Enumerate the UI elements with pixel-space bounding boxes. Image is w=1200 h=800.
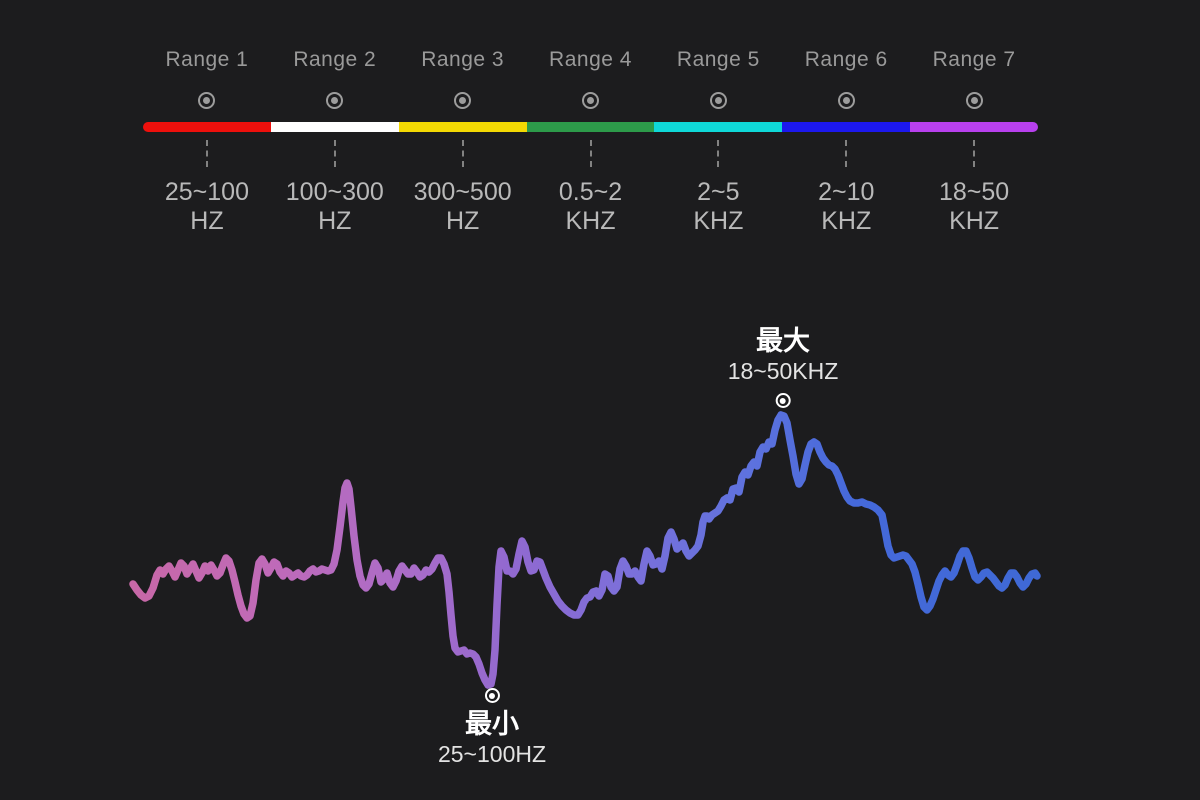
tick-mark-6 — [845, 140, 848, 167]
range-radio-icon-1[interactable] — [198, 92, 216, 109]
range-radios-row — [143, 92, 1038, 114]
min-marker-icon — [484, 688, 500, 703]
frequency-response-curve — [129, 411, 1041, 689]
frequency-color-bar — [143, 122, 1038, 132]
tick-marks-row — [143, 140, 1038, 170]
bar-segment-4 — [526, 122, 655, 132]
min-annotation: 最小 25~100HZ — [438, 688, 546, 768]
max-label: 最大 — [755, 326, 810, 356]
range-frequency-label-7: 18~50 KHZ — [938, 178, 1010, 235]
range-labels-row: Range 1 Range 2 Range 3 Range 4 Range 5 Range… — [143, 48, 1038, 72]
tick-mark-4 — [589, 140, 592, 167]
max-range-label: 18~50KHZ — [727, 358, 839, 384]
bar-segment-6 — [782, 122, 911, 132]
range-frequency-label-1: 25~100 HZ — [164, 178, 249, 235]
frequency-range-scale: Range 1 Range 2 Range 3 Range 4 Range 5 Range… — [143, 48, 1038, 258]
range-radio-icon-4[interactable] — [582, 92, 599, 109]
max-annotation: 最大 18~50KHZ — [727, 326, 839, 408]
range-label-2: Range 2 — [293, 48, 377, 71]
range-frequency-label-4: 0.5~2 KHZ — [558, 178, 623, 235]
range-radio-icon-6[interactable] — [837, 92, 855, 109]
range-frequency-label-6: 2~10 KHZ — [818, 178, 875, 235]
range-radio-icon-7[interactable] — [965, 92, 983, 109]
min-range-label: 25~100HZ — [437, 741, 547, 767]
bar-segment-2 — [270, 122, 399, 132]
range-radio-icon-5[interactable] — [709, 92, 727, 109]
tick-mark-1 — [205, 140, 208, 167]
range-label-4: Range 4 — [549, 48, 632, 71]
range-label-3: Range 3 — [421, 48, 505, 71]
bar-segment-5 — [654, 122, 783, 132]
range-label-5: Range 5 — [676, 48, 760, 71]
tick-mark-5 — [717, 140, 720, 167]
range-frequency-label-3: 300~500 HZ — [413, 178, 512, 235]
tick-mark-2 — [333, 140, 336, 167]
range-label-6: Range 6 — [804, 48, 888, 71]
tick-mark-3 — [461, 140, 464, 167]
range-label-1: Range 1 — [165, 48, 249, 71]
min-label: 最小 — [465, 709, 519, 739]
range-radio-icon-2[interactable] — [326, 92, 344, 109]
bar-segment-3 — [398, 122, 527, 132]
frequency-labels-row: 25~100 HZ 100~300 HZ 300~500 HZ 0.5~2 KHZ 2~5 KHZ… — [143, 178, 1038, 236]
range-radio-icon-3[interactable] — [454, 92, 472, 109]
range-frequency-label-5: 2~5 KHZ — [693, 178, 744, 235]
max-marker-icon — [775, 393, 791, 408]
tick-mark-7 — [973, 140, 976, 167]
bar-segment-1 — [143, 122, 271, 132]
range-label-7: Range 7 — [932, 48, 1016, 71]
bar-segment-7 — [910, 122, 1038, 132]
range-frequency-label-2: 100~300 HZ — [285, 178, 384, 235]
